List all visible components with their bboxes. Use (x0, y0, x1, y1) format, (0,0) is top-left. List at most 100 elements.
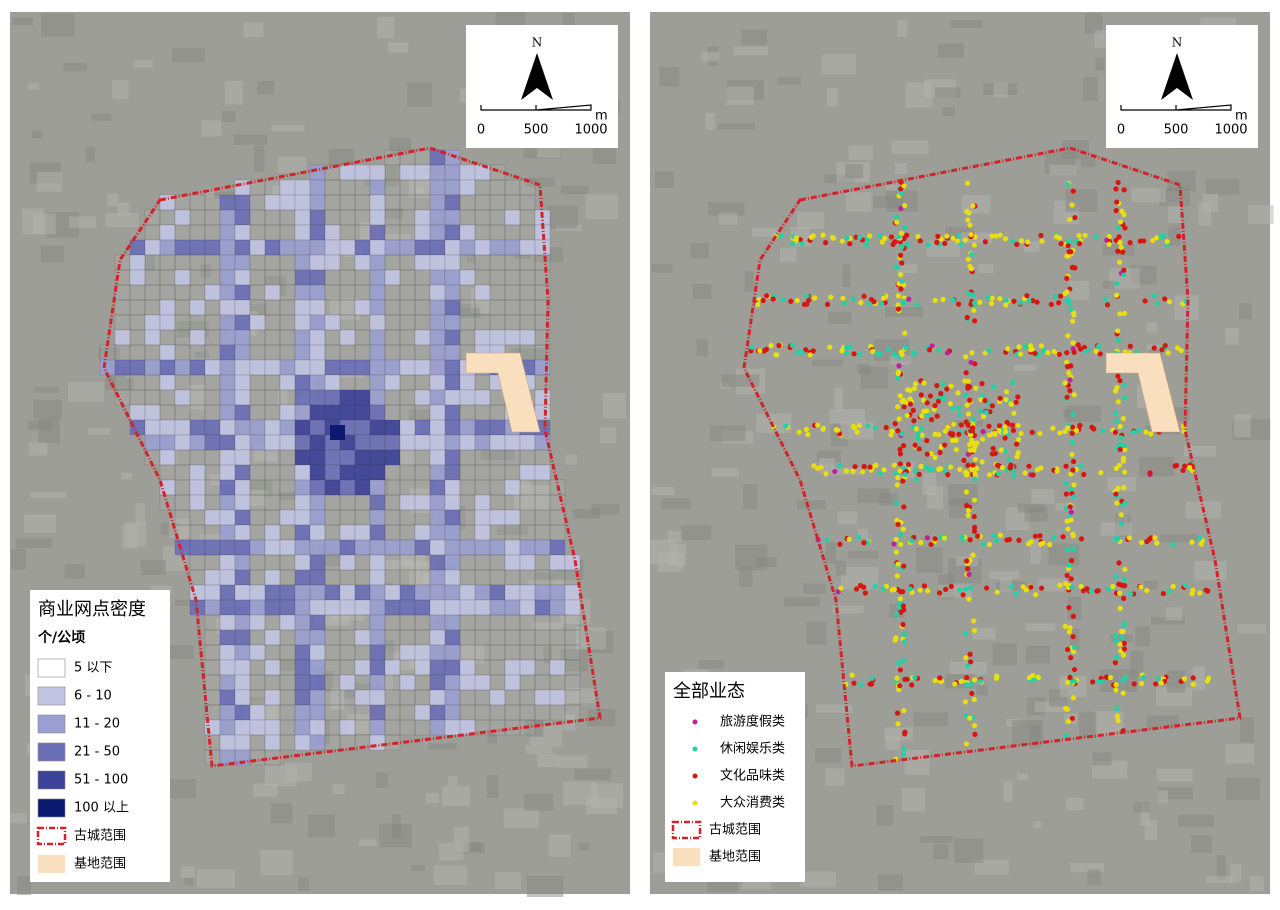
poi-dot (965, 451, 971, 457)
density-cell (534, 584, 551, 601)
density-cell (204, 209, 221, 226)
density-cell (294, 479, 311, 496)
poi-dot (898, 230, 904, 236)
density-cell (264, 689, 281, 706)
poi-dot (1014, 241, 1020, 248)
density-cell (474, 239, 491, 256)
density-cell (414, 674, 431, 691)
terrain (547, 205, 578, 229)
terrain (562, 13, 575, 28)
poi-dot (894, 264, 901, 270)
poi-dot (1116, 590, 1123, 596)
poi-dot (925, 412, 931, 419)
density-cell (399, 164, 416, 181)
poi-dot (1070, 411, 1076, 417)
density-cell (339, 254, 356, 271)
density-cell (369, 389, 386, 406)
poi-dot (1120, 455, 1127, 461)
terrain (447, 775, 458, 788)
poi-dot (966, 571, 972, 578)
poi-dot (940, 381, 946, 387)
poi-dot (894, 375, 900, 381)
poi-dot (1067, 504, 1073, 510)
poi-dot (1113, 292, 1120, 298)
density-cell (339, 644, 356, 661)
poi-dot (879, 239, 885, 245)
density-cell (174, 479, 191, 496)
terrain (585, 797, 617, 815)
density-cell (339, 314, 356, 331)
legend-label: 古城范围 (709, 823, 761, 838)
density-cell (369, 434, 386, 451)
density-cell (354, 299, 371, 316)
density-cell (534, 404, 551, 421)
old-city-boundary (102, 146, 602, 768)
poi-dot (1065, 546, 1071, 552)
density-cell (324, 614, 341, 631)
poi-dot (832, 468, 838, 475)
density-cell (429, 389, 446, 406)
poi-dot (1065, 238, 1072, 244)
density-cell (444, 329, 461, 346)
density-cell (549, 614, 566, 631)
density-cell (369, 539, 386, 556)
poi-dot (1008, 462, 1014, 468)
density-cell (474, 194, 491, 211)
density-cell (279, 239, 296, 256)
density-cell (369, 224, 386, 241)
poi-dot (862, 590, 868, 596)
terrain (705, 112, 715, 131)
poi-dot (1122, 583, 1128, 589)
density-cell (384, 539, 401, 556)
scale-label: 1000 (1214, 123, 1247, 138)
poi-dot (835, 589, 841, 595)
density-cell (249, 194, 266, 211)
density-cell (264, 629, 281, 646)
density-cell (414, 149, 431, 166)
terrain (1033, 821, 1042, 829)
legend-label: 6 - 10 (74, 689, 112, 704)
poi-dot (955, 405, 962, 411)
terrain (690, 243, 710, 259)
density-cell (459, 464, 476, 481)
density-cell (354, 494, 371, 511)
density-cell (459, 179, 476, 196)
poi-dot (1065, 679, 1071, 686)
terrain (161, 778, 197, 799)
density-cell (219, 314, 236, 331)
density-cell (504, 269, 521, 286)
density-cell (504, 479, 521, 496)
density-cell (234, 344, 251, 361)
poi-dot (1058, 293, 1064, 299)
terrain (332, 783, 345, 795)
density-cell (369, 599, 386, 616)
density-cell (459, 674, 476, 691)
density-cell (249, 224, 266, 241)
terrain (1137, 385, 1147, 409)
density-cell (429, 659, 446, 676)
poi-dot (1182, 463, 1188, 469)
density-cell (384, 674, 401, 691)
poi-dot (967, 441, 973, 448)
poi-dot (810, 348, 816, 354)
density-cell (534, 599, 551, 616)
density-cell (294, 629, 311, 646)
poi-dot (846, 536, 852, 542)
terrain (825, 542, 837, 564)
density-cell (234, 449, 251, 466)
poi-dot (951, 421, 957, 427)
density-cell (489, 194, 506, 211)
poi-dot (896, 604, 903, 610)
poi-dot (986, 423, 992, 429)
density-cell (399, 614, 416, 631)
density-cell (189, 359, 206, 376)
terrain (692, 283, 712, 299)
density-cell (234, 554, 251, 571)
density-cell (534, 509, 551, 526)
terrain (1131, 187, 1166, 203)
poi-dot (967, 397, 973, 403)
poi-dot (980, 428, 986, 435)
density-cell (324, 299, 341, 316)
density-cell (459, 434, 476, 451)
poi-dot (1139, 680, 1145, 687)
